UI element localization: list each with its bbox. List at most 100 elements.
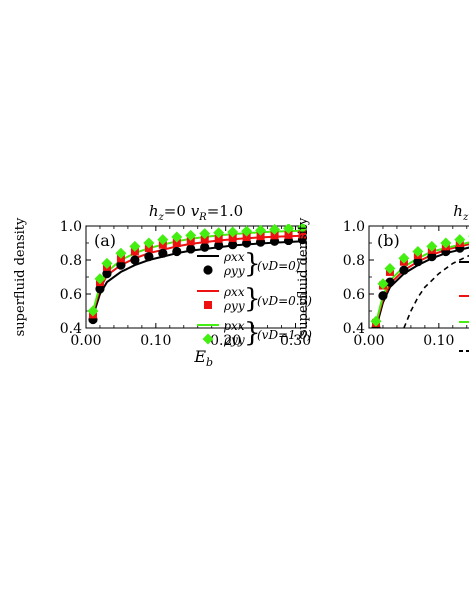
data-point-diamond xyxy=(87,305,99,317)
data-point-diamond xyxy=(185,229,197,241)
data-point-diamond xyxy=(171,231,183,243)
data-point-circle xyxy=(228,240,238,250)
data-point-square xyxy=(270,231,279,240)
x-tick-label: 0.10 xyxy=(423,333,454,349)
data-point-circle xyxy=(399,265,409,275)
data-point-diamond xyxy=(370,315,382,327)
panel-b-label: (b) xyxy=(377,231,400,250)
data-point-diamond xyxy=(241,225,253,237)
panel-a-title-part: v xyxy=(191,202,200,220)
data-point-circle xyxy=(95,284,105,294)
legend-marker-label: ρyy xyxy=(223,299,245,313)
data-point-square xyxy=(172,239,181,247)
legend-group-label: (vD=1.0) xyxy=(257,328,312,342)
data-point-diamond xyxy=(440,237,452,249)
y-tick-label: 0.6 xyxy=(343,287,365,303)
panel-b-data xyxy=(370,234,469,328)
legend-line-label: ρxx xyxy=(223,250,245,264)
data-point-diamond xyxy=(213,227,225,239)
legend-group-label: (vD=0.5) xyxy=(257,294,312,308)
panel-b-plot-area xyxy=(370,234,469,328)
panel-a-plot-area xyxy=(87,224,306,325)
data-point-square xyxy=(214,234,223,243)
data-point-diamond xyxy=(412,246,424,257)
data-point-square xyxy=(256,232,265,241)
y-tick-label: 0.8 xyxy=(343,253,365,269)
panel-a-title-part: =1.0 xyxy=(207,202,243,220)
data-point-square xyxy=(228,233,237,242)
data-point-diamond xyxy=(377,278,389,290)
legend-marker-swatch xyxy=(202,333,214,345)
panel-a-label: (a) xyxy=(94,231,116,250)
data-point-square xyxy=(242,233,251,242)
panel-a-legend: ρxxρyy}(vD=0)ρxxρyy}(vD=0.5)ρxxρyy}(vD=1… xyxy=(197,249,312,348)
panel-a-title: hz=0 vR=1.0 xyxy=(149,202,243,223)
panel-a-x-axis-label-sub: b xyxy=(206,356,213,369)
y-tick-label: 0.6 xyxy=(60,287,82,303)
data-point-circle xyxy=(200,242,210,252)
data-point-circle xyxy=(172,246,182,257)
x-tick-label: 0.20 xyxy=(210,333,241,349)
x-tick-label: 0.00 xyxy=(70,333,101,349)
data-point-circle xyxy=(130,255,140,265)
data-point-square xyxy=(298,230,306,239)
legend-brace: } xyxy=(244,318,261,348)
data-point-circle xyxy=(144,252,154,262)
panel-a-title-part: z xyxy=(158,212,165,223)
panel-b-title: hz=0.2 xyxy=(453,202,469,223)
legend-brace: } xyxy=(244,249,261,279)
data-point-diamond xyxy=(129,240,141,252)
panel-a-x-axis-label-main: E xyxy=(193,347,206,366)
panel-a-x-axis-label: Eb xyxy=(193,347,213,369)
data-point-diamond xyxy=(454,234,466,246)
x-tick-label: 0.10 xyxy=(140,333,171,349)
y-tick-label: 0.4 xyxy=(60,321,82,337)
panel-a-chart: hz=0 vR=1.0 (a) superfluid density Eb 0.… xyxy=(13,202,312,369)
x-tick-label: 0.00 xyxy=(353,333,384,349)
data-point-diamond xyxy=(297,224,306,234)
panel-a-title-part: h xyxy=(149,202,159,220)
data-point-diamond xyxy=(115,247,127,259)
legend-marker-swatch xyxy=(204,301,212,309)
y-tick-label: 1.0 xyxy=(60,219,82,235)
data-point-diamond xyxy=(426,240,438,252)
panel-b-axes: 0.00 0.10 0.4 0.6 0.8 1.0 xyxy=(343,219,469,349)
data-point-circle xyxy=(102,269,112,279)
data-point-diamond xyxy=(398,252,410,264)
data-point-diamond xyxy=(199,228,211,240)
legend-group-label: (vD=0) xyxy=(257,259,301,273)
data-point-diamond xyxy=(255,224,267,236)
panel-a-y-axis-label: superfluid density xyxy=(13,217,28,336)
panel-b-y-axis-label: superfluid density xyxy=(296,217,311,336)
legend-marker-swatch xyxy=(203,265,213,275)
panel-a-axes: 0.00 0.10 0.20 0.30 0.4 0.6 0.8 1.0 xyxy=(60,219,311,349)
data-point-square xyxy=(200,235,209,244)
y-tick-label: 0.8 xyxy=(60,253,82,269)
panel-b-chart: hz=0.2 (b) superfluid density E 0.000.10… xyxy=(296,202,469,352)
panel-b-legend-fragment xyxy=(459,261,469,352)
legend-line-label: ρxx xyxy=(223,285,245,299)
legend-brace: } xyxy=(244,284,261,314)
data-point-circle xyxy=(214,240,224,251)
legend-marker-label: ρyy xyxy=(223,333,245,347)
x-tick-label: 0.30 xyxy=(280,333,311,349)
data-point-diamond xyxy=(384,263,396,274)
y-tick-label: 1.0 xyxy=(343,219,365,235)
panel-b-title-part: z xyxy=(462,212,469,223)
data-point-square xyxy=(186,237,195,246)
data-point-circle xyxy=(116,260,126,270)
panel-a-title-part: =0 xyxy=(164,202,191,220)
data-point-diamond xyxy=(227,226,239,238)
data-point-circle xyxy=(413,257,423,267)
data-point-square xyxy=(284,230,293,239)
legend-marker-label: ρyy xyxy=(223,264,245,278)
data-point-diamond xyxy=(94,273,106,285)
panel-b-title-part: h xyxy=(453,202,463,220)
data-point-diamond xyxy=(101,257,113,269)
data-point-circle xyxy=(427,252,437,262)
data-point-diamond xyxy=(157,234,169,246)
panel-a-title-part: R xyxy=(198,212,207,223)
y-tick-label: 0.4 xyxy=(343,321,365,337)
legend-line-label: ρxx xyxy=(223,319,245,333)
data-point-diamond xyxy=(143,237,155,249)
